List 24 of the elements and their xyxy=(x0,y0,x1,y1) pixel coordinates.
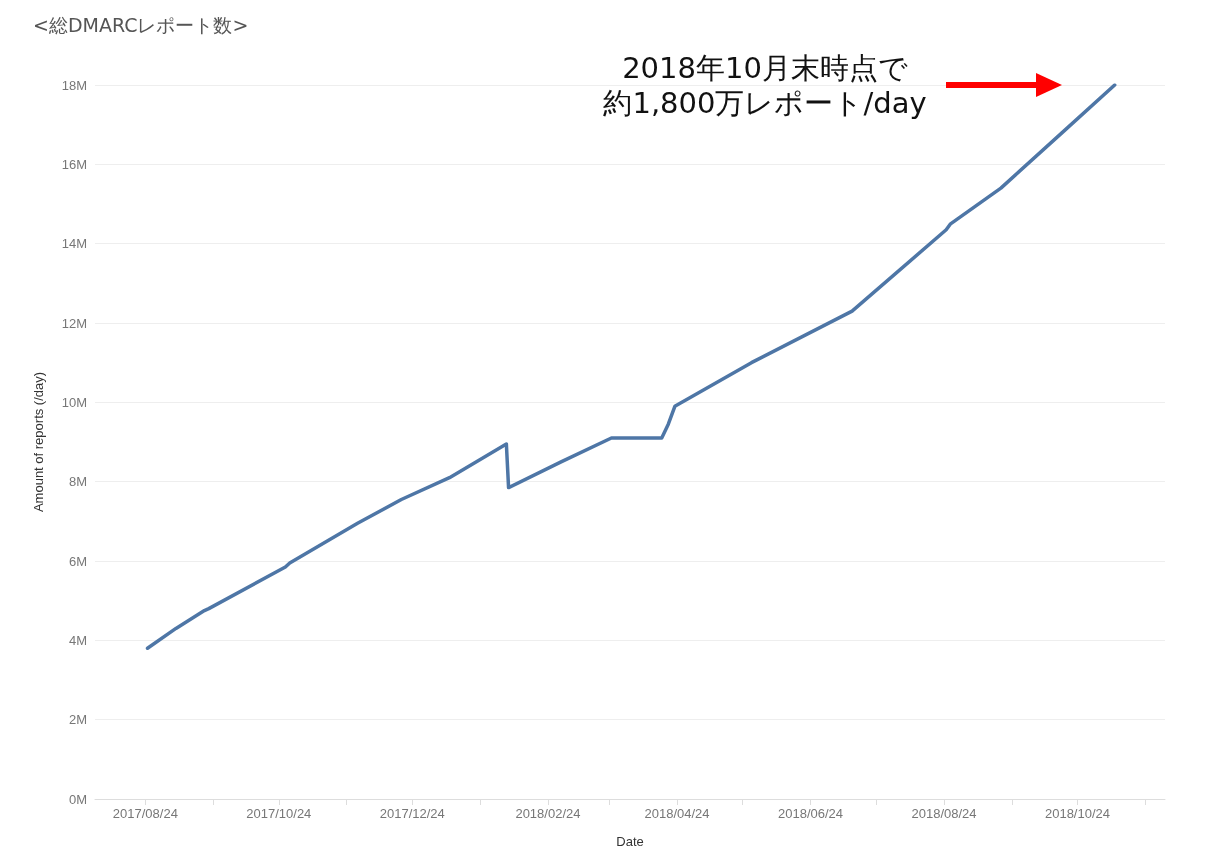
x-tick-label: 2018/10/24 xyxy=(1044,806,1111,821)
y-tick-label: 12M xyxy=(61,315,87,331)
x-axis-title: Date xyxy=(616,834,644,849)
x-tick-label: 2017/10/24 xyxy=(246,806,312,821)
y-tick-label: 18M xyxy=(61,77,87,93)
y-tick-label: 0M xyxy=(68,791,87,807)
y-tick-label: 4M xyxy=(68,632,87,648)
x-tick-label: 2018/04/24 xyxy=(644,806,710,821)
x-tick-label: 2017/08/24 xyxy=(112,806,178,821)
x-tick-label: 2018/02/24 xyxy=(515,806,581,821)
x-tick-label: 2018/06/24 xyxy=(777,806,844,821)
line-series xyxy=(145,83,1117,651)
y-tick-label: 14M xyxy=(61,236,87,252)
x-tick-label: 2018/08/24 xyxy=(911,806,977,821)
y-tick-label: 6M xyxy=(68,553,87,569)
chart-title: <総DMARCレポート数> xyxy=(33,13,249,36)
annotation: 約1,800万レポート/day xyxy=(603,86,927,120)
y-tick-label: 2M xyxy=(68,712,87,728)
y-tick-label: 10M xyxy=(61,394,87,410)
x-tick-label: 2017/12/24 xyxy=(379,806,445,821)
text: 2018年10月末時点で xyxy=(622,51,908,85)
y-axis-title: Amount of reports (/day) xyxy=(31,371,46,513)
y-tick-label: 16M xyxy=(61,156,87,172)
y-tick-label: 8M xyxy=(68,474,87,490)
